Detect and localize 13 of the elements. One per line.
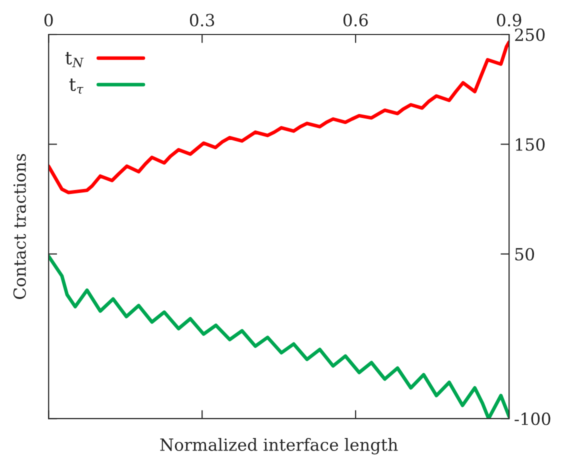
x-tick-label: 0.9 (496, 14, 522, 26)
x-tick-label: 0.3 (190, 14, 214, 26)
x-tick-label: 0.6 (343, 14, 368, 26)
line-series (48, 40, 510, 194)
y-tick-label: -100 (514, 412, 550, 426)
y-tick-label: 50 (515, 248, 534, 261)
y-axis-title: Contact tractions (13, 154, 26, 299)
legend-label: t$_{τ}$ (69, 78, 84, 94)
y-tick-label: 250 (515, 28, 545, 42)
legend-label: t$_{N}$ (65, 52, 84, 68)
y-tick-label: 150 (516, 138, 545, 151)
x-axis-title: Normalized interface length (160, 438, 398, 454)
x-tick-label: 0 (44, 14, 53, 26)
